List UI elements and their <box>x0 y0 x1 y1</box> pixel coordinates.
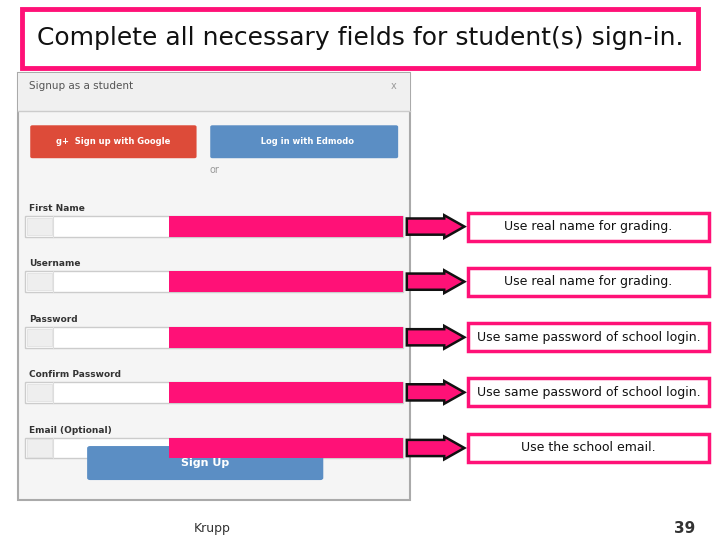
Text: 39: 39 <box>673 521 695 536</box>
FancyBboxPatch shape <box>25 382 403 403</box>
FancyBboxPatch shape <box>18 73 410 500</box>
Text: g+  Sign up with Google: g+ Sign up with Google <box>56 137 171 146</box>
FancyArrow shape <box>407 215 464 238</box>
Text: Use same password of school login.: Use same password of school login. <box>477 386 701 399</box>
Text: Complete all necessary fields for student(s) sign-in.: Complete all necessary fields for studen… <box>37 26 683 50</box>
FancyBboxPatch shape <box>25 438 403 458</box>
Text: Use the school email.: Use the school email. <box>521 442 656 455</box>
FancyBboxPatch shape <box>169 327 403 348</box>
FancyBboxPatch shape <box>468 268 709 296</box>
FancyBboxPatch shape <box>468 323 709 352</box>
Text: Use same password of school login.: Use same password of school login. <box>477 331 701 344</box>
Text: Confirm Password: Confirm Password <box>29 370 121 379</box>
Text: Username: Username <box>29 259 81 268</box>
FancyBboxPatch shape <box>27 384 52 401</box>
FancyBboxPatch shape <box>87 446 323 480</box>
FancyBboxPatch shape <box>18 73 410 111</box>
FancyArrow shape <box>407 271 464 293</box>
FancyBboxPatch shape <box>169 272 403 292</box>
FancyBboxPatch shape <box>25 272 403 292</box>
Text: Log in with Edmodo: Log in with Edmodo <box>255 137 354 146</box>
FancyBboxPatch shape <box>169 438 403 458</box>
Text: Use real name for grading.: Use real name for grading. <box>505 275 672 288</box>
FancyBboxPatch shape <box>25 327 403 348</box>
FancyBboxPatch shape <box>27 273 52 291</box>
FancyArrow shape <box>407 437 464 460</box>
FancyBboxPatch shape <box>468 379 709 407</box>
FancyBboxPatch shape <box>27 440 52 457</box>
FancyBboxPatch shape <box>27 329 52 346</box>
Text: or: or <box>210 165 219 175</box>
FancyArrow shape <box>407 381 464 404</box>
FancyArrow shape <box>407 326 464 349</box>
Text: Password: Password <box>29 315 78 324</box>
FancyBboxPatch shape <box>210 125 398 158</box>
Text: First Name: First Name <box>29 204 85 213</box>
Text: Sign Up: Sign Up <box>181 458 230 468</box>
Text: x: x <box>390 82 396 91</box>
FancyBboxPatch shape <box>27 218 52 235</box>
FancyBboxPatch shape <box>22 9 698 68</box>
Text: Use real name for grading.: Use real name for grading. <box>505 220 672 233</box>
FancyBboxPatch shape <box>468 434 709 462</box>
FancyBboxPatch shape <box>468 213 709 241</box>
FancyBboxPatch shape <box>169 382 403 403</box>
FancyBboxPatch shape <box>25 217 403 237</box>
FancyBboxPatch shape <box>169 217 403 237</box>
Text: Email (Optional): Email (Optional) <box>29 426 112 435</box>
Text: Krupp: Krupp <box>194 522 231 535</box>
Text: Signup as a student: Signup as a student <box>29 82 133 91</box>
FancyBboxPatch shape <box>30 125 197 158</box>
